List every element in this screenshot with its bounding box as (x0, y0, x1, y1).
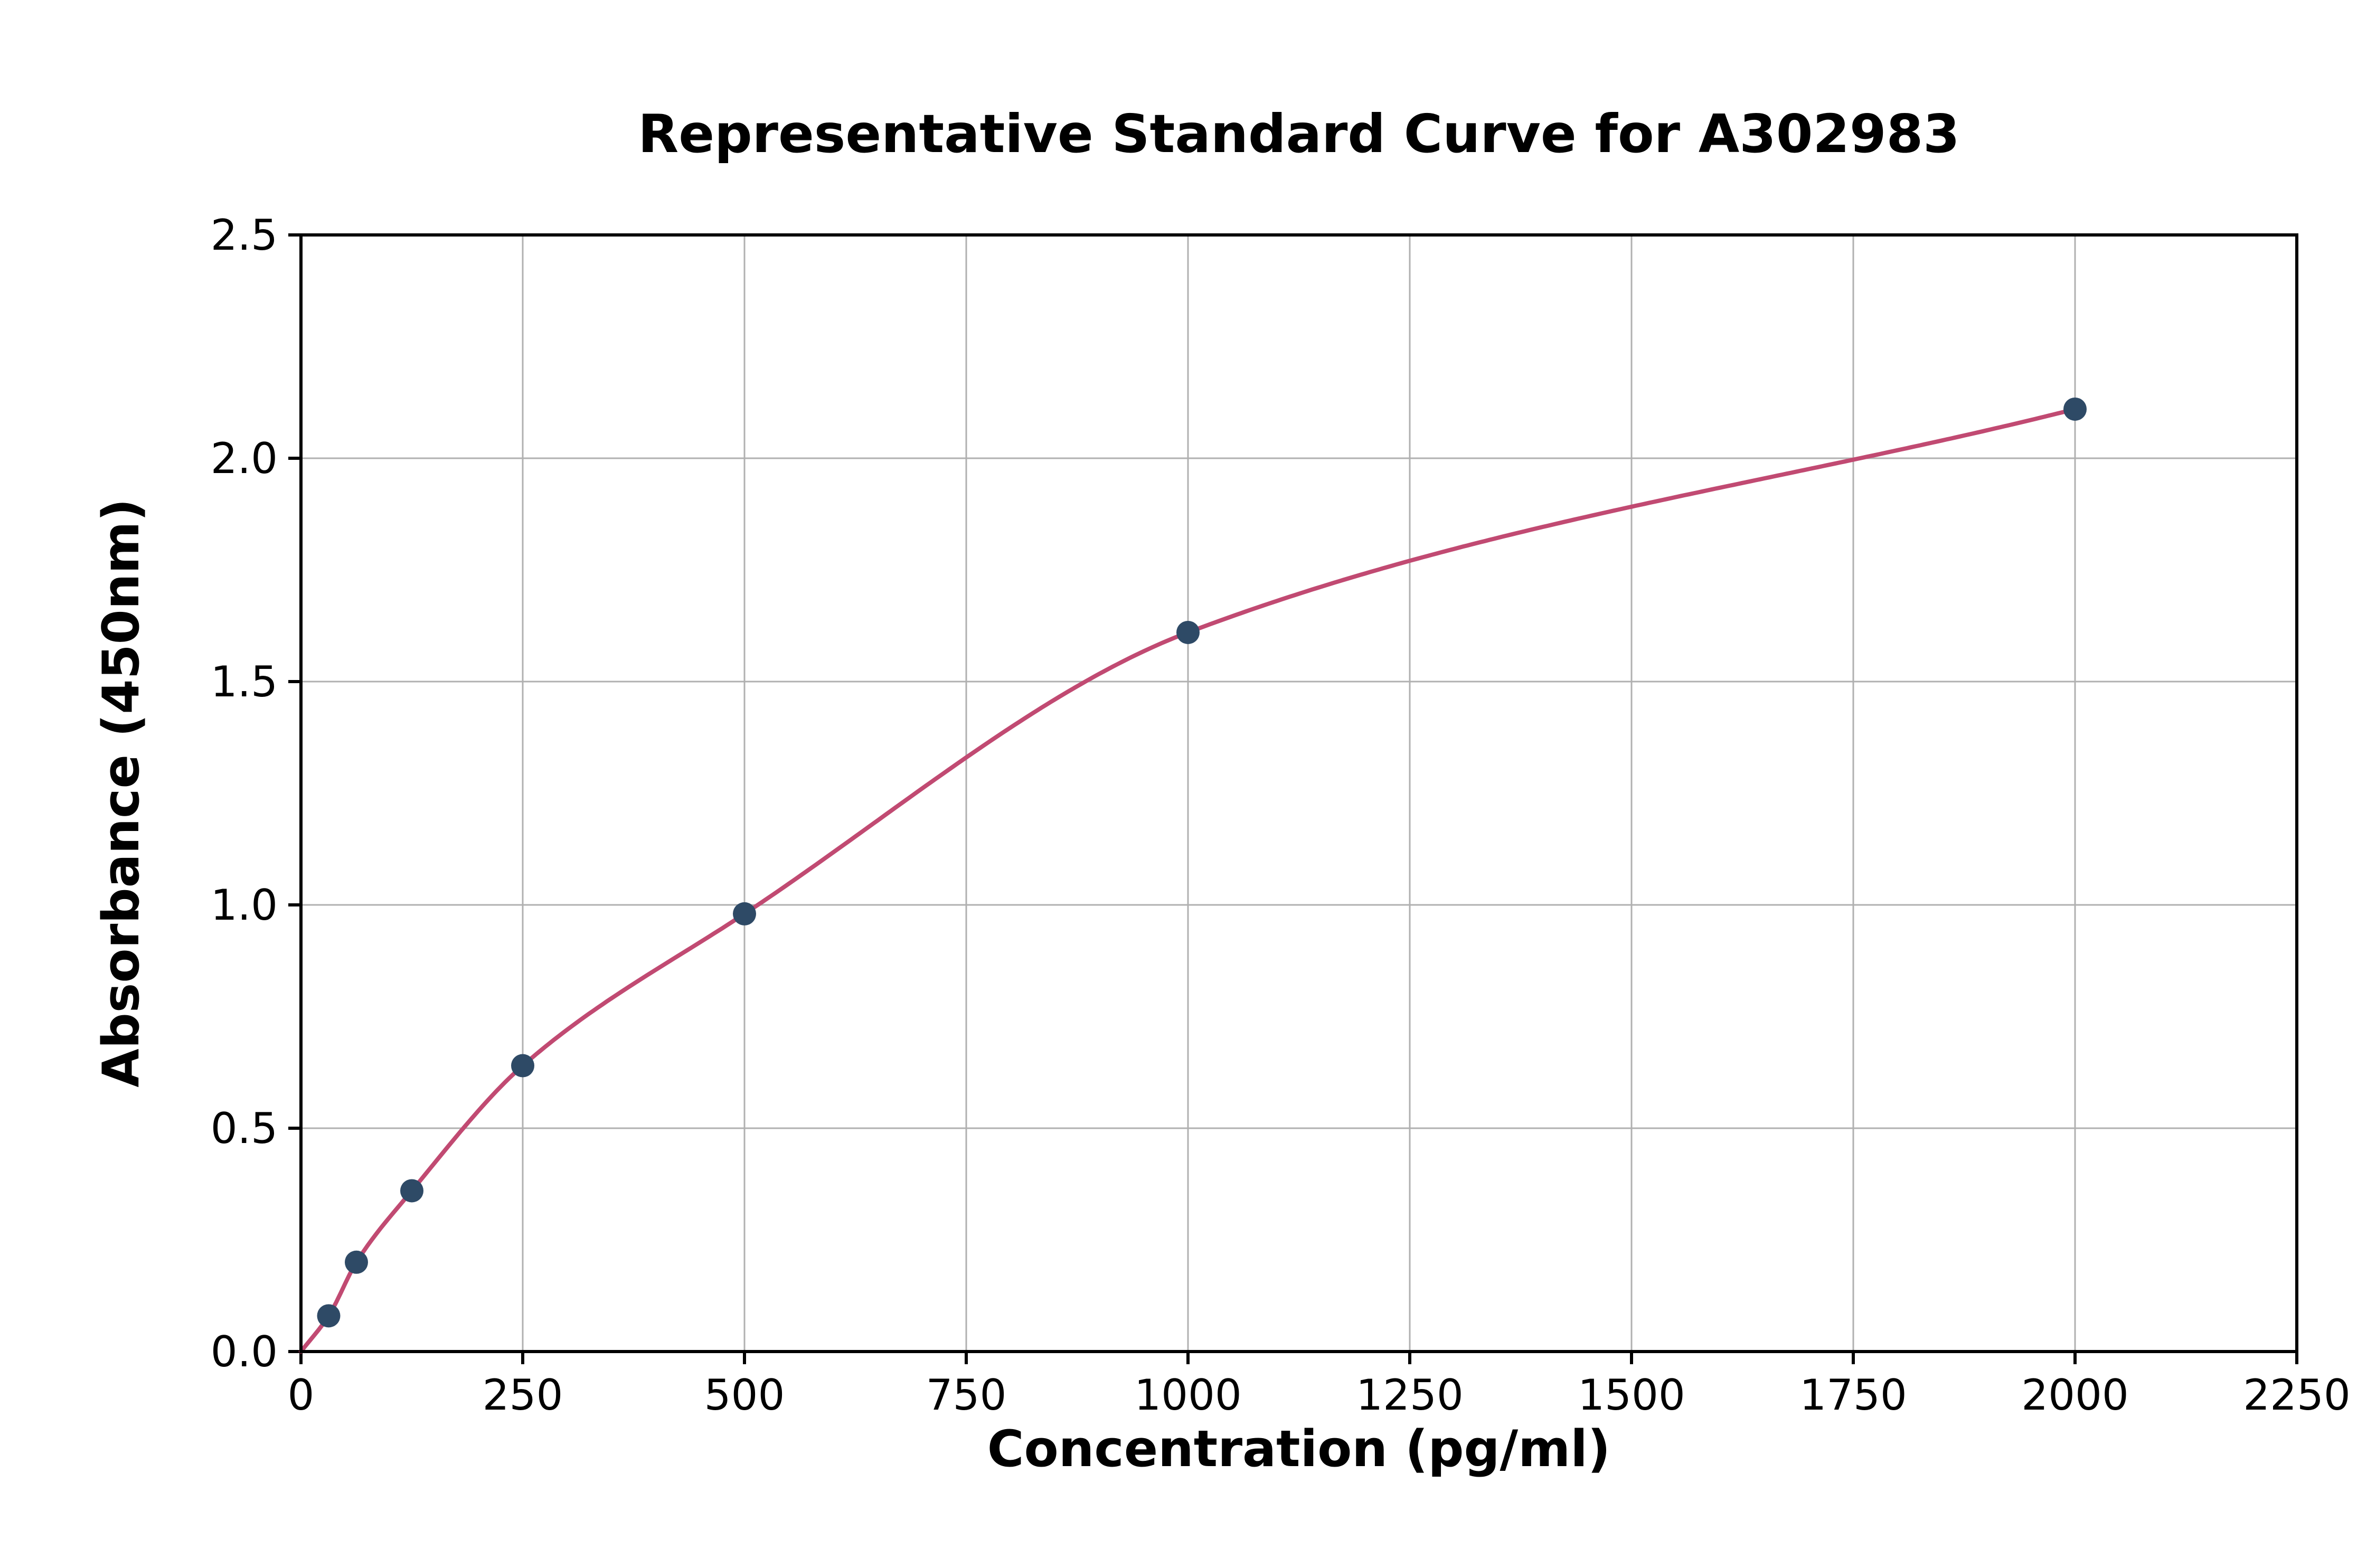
y-tick-label: 1.0 (211, 881, 278, 930)
y-tick-label: 1.5 (211, 657, 278, 706)
x-tick-label: 1750 (1799, 1371, 1907, 1420)
data-points (317, 397, 2087, 1328)
data-point (317, 1304, 341, 1328)
x-tick-label: 1500 (1578, 1371, 1685, 1420)
plot-frame (299, 233, 2298, 1353)
x-tick-label: 0 (288, 1371, 315, 1420)
x-tick-label: 2250 (2243, 1371, 2351, 1420)
y-tick-label: 2.0 (211, 434, 278, 483)
x-axis-label: Concentration (pg/ml) (987, 1420, 1611, 1478)
data-point (400, 1179, 423, 1203)
data-point (733, 902, 756, 925)
x-tick-label: 500 (704, 1371, 785, 1420)
data-point (511, 1054, 534, 1078)
x-tick-label: 750 (926, 1371, 1007, 1420)
axis-ticks: 0 250 500 750 1000 1250 1500 1750 2000 2250 0.0 0.5… (211, 211, 2351, 1420)
grid-lines (300, 234, 2298, 1353)
y-tick-label: 0.5 (211, 1104, 278, 1153)
y-tick-label: 0.0 (211, 1327, 278, 1376)
chart-title: Representative Standard Curve for A30298… (638, 103, 1960, 165)
data-point (1176, 620, 1200, 644)
x-tick-label: 250 (483, 1371, 563, 1420)
y-tick-label: 2.5 (211, 211, 278, 260)
x-tick-label: 1000 (1134, 1371, 1242, 1420)
x-tick-label: 2000 (2021, 1371, 2129, 1420)
x-tick-label: 1250 (1356, 1371, 1464, 1420)
data-point (345, 1250, 368, 1274)
data-point (2063, 397, 2087, 421)
